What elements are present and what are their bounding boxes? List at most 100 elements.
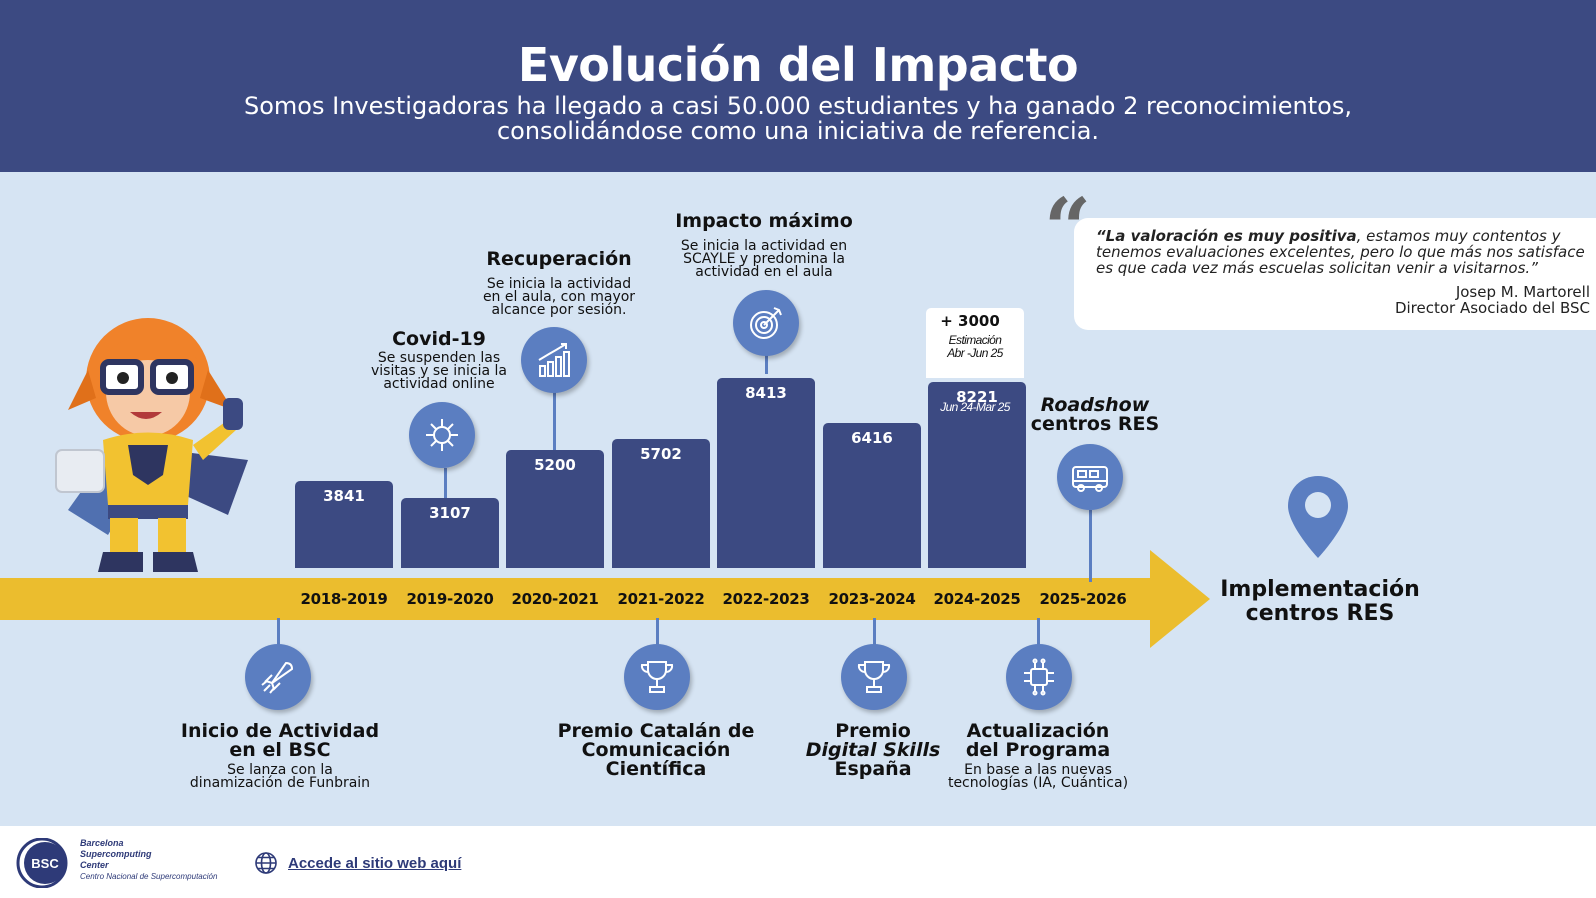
final-destination-title: Implementación centros RES: [1210, 578, 1430, 626]
bar-2019-2020: [401, 498, 499, 568]
estimate-value: + 3000: [940, 312, 1000, 330]
inicio-desc-line-1: Se lanza con la: [227, 762, 333, 778]
final-line-2: centros RES: [1245, 601, 1395, 626]
stem-recuperacion: [553, 390, 556, 450]
milestone-covid-circle: [409, 402, 475, 468]
estimate-box: + 3000 Estimación Abr -Jun 25: [926, 308, 1024, 378]
covid-desc-line-1: Se suspenden las: [377, 350, 501, 366]
quote-role: Director Asociado del BSC: [1394, 299, 1590, 317]
roadshow-title-rest: centros RES: [1030, 413, 1160, 435]
bar-2018-2019: [295, 481, 393, 568]
year-label: 2020-2021: [511, 590, 599, 608]
milestone-actualizacion-desc: En base a las nuevas tecnologías (IA, Cu…: [928, 762, 1148, 791]
premio-catalan-line-1: Premio Catalán de: [557, 720, 755, 742]
year-label: 2022-2023: [722, 590, 810, 608]
stem-roadshow: [1089, 510, 1092, 582]
stem-premio-catalan: [656, 618, 659, 646]
bsc-logo-text: Barcelona Supercomputing Center Centro N…: [80, 838, 217, 882]
milestone-covid-title: Covid-19: [392, 328, 486, 350]
impacto-desc-line-2: SCAYLE y predomina la: [683, 251, 845, 267]
actualizacion-desc-line-1: En base a las nuevas: [964, 762, 1112, 778]
target-icon: [750, 307, 782, 339]
milestone-actualizacion-title: Actualización del Programa: [928, 722, 1148, 760]
milestone-impacto-title: Impacto máximo: [675, 210, 853, 232]
bar-2020-2021: [506, 450, 604, 568]
rocket-icon: [261, 661, 294, 694]
milestone-roadshow-circle: [1057, 444, 1123, 510]
subtitle-line-1: Somos Investigadoras ha llegado a casi 5…: [244, 92, 1352, 120]
year-label: 2021-2022: [617, 590, 705, 608]
inicio-title-line-2: en el BSC: [229, 739, 331, 761]
mascot-illustration: [55, 318, 248, 572]
stem-inicio: [277, 618, 280, 646]
subtitle-line-2: consolidándose como una iniciativa de re…: [496, 117, 1100, 145]
quote-attribution: Josep M. Martorell Director Asociado del…: [1395, 284, 1590, 316]
stem-covid: [444, 468, 447, 498]
virus-icon: [426, 419, 458, 451]
stem-premio-digital: [873, 618, 876, 646]
bar-2022-2023: [717, 378, 815, 568]
premio-digital-line-2: Digital Skills: [805, 739, 941, 761]
stem-impacto: [765, 350, 768, 374]
chip-icon: [1024, 658, 1054, 696]
bar-value-label: 5200: [534, 456, 576, 474]
bar-value-label: 8221: [956, 388, 998, 406]
milestone-premio-digital-title: Premio Digital Skills España: [793, 722, 953, 779]
quote-author: Josep M. Martorell: [1455, 283, 1590, 301]
milestone-inicio-desc: Se lanza con la dinamización de Funbrain: [160, 762, 400, 791]
trophy-icon: [857, 661, 891, 693]
milestone-recuperacion-circle: [521, 327, 587, 393]
inicio-desc-line-2: dinamización de Funbrain: [189, 775, 371, 791]
bar-value-label: 3841: [323, 487, 365, 505]
inicio-title-line-1: Inicio de Actividad: [180, 720, 380, 742]
stem-actualizacion: [1037, 618, 1040, 646]
milestone-inicio-title: Inicio de Actividad en el BSC: [160, 722, 400, 760]
bar-2021-2022: [612, 439, 710, 568]
year-label: 2018-2019: [300, 590, 388, 608]
actualizacion-desc-line-2: tecnologías (IA, Cuántica): [947, 775, 1129, 791]
logo-line-4: Centro Nacional de Supercomputación: [80, 872, 218, 881]
trophy-icon: [640, 661, 674, 693]
globe-icon: [255, 852, 277, 874]
milestone-recuperacion-title: Recuperación: [486, 248, 632, 270]
quote-text-bold: “La valoración es muy positiva: [1096, 227, 1357, 245]
premio-catalan-line-2: Comunicación: [581, 739, 731, 761]
year-label: 2024-2025: [933, 590, 1021, 608]
growth-chart-icon: [538, 343, 570, 377]
bar-2024-2025: [928, 382, 1026, 568]
estimate-note: Estimación Abr -Jun 25: [926, 334, 1024, 360]
milestone-actualizacion-circle: [1006, 644, 1072, 710]
bar-2023-2024: [823, 423, 921, 568]
premio-digital-line-1: Premio: [835, 720, 911, 742]
milestone-premio-digital-circle: [841, 644, 907, 710]
timeline-arrow: [0, 550, 1210, 648]
final-line-1: Implementación: [1220, 577, 1420, 602]
logo-line-3: Center: [80, 860, 109, 870]
milestone-covid-desc: Se suspenden las visitas y se inicia la …: [339, 350, 539, 391]
milestone-recuperacion-desc: Se inicia la actividad en el aula, con m…: [449, 277, 669, 318]
milestone-impacto-circle: [733, 290, 799, 356]
header-banner: Evolución del Impacto Somos Investigador…: [0, 0, 1596, 172]
location-pin-icon: [1288, 476, 1348, 558]
covid-desc-line-2: visitas y se inicia la: [370, 363, 507, 379]
recuperacion-desc-line-3: alcance por sesión.: [491, 302, 627, 318]
logo-line-1: Barcelona: [80, 838, 124, 848]
milestone-roadshow-title: Roadshow centros RES: [1010, 396, 1180, 434]
bsc-logo-mark: BSC: [31, 856, 59, 871]
bar-value-label: 3107: [429, 504, 471, 522]
estimate-note-line-2: Abr -Jun 25: [947, 346, 1003, 360]
website-link[interactable]: Accede al sitio web aquí: [288, 855, 462, 872]
impacto-desc-line-3: actividad en el aula: [695, 264, 833, 280]
page-subtitle: Somos Investigadoras ha llegado a casi 5…: [0, 94, 1596, 144]
milestone-impacto-desc: Se inicia la actividad en SCAYLE y predo…: [654, 239, 874, 280]
page-title: Evolución del Impacto: [517, 38, 1079, 92]
quote-card: “La valoración es muy positiva, estamos …: [1074, 218, 1596, 330]
premio-catalan-line-3: Científica: [605, 758, 707, 780]
quote-text: “La valoración es muy positiva, estamos …: [1096, 228, 1586, 276]
bar-value-label: 6416: [851, 429, 893, 447]
footer: BSC Barcelona Supercomputing Center Cent…: [0, 826, 1596, 898]
campervan-icon: [1072, 466, 1108, 492]
year-label: 2025-2026: [1039, 590, 1127, 608]
recuperacion-desc-line-2: en el aula, con mayor: [482, 289, 636, 305]
actualizacion-title-line-1: Actualización: [966, 720, 1110, 742]
